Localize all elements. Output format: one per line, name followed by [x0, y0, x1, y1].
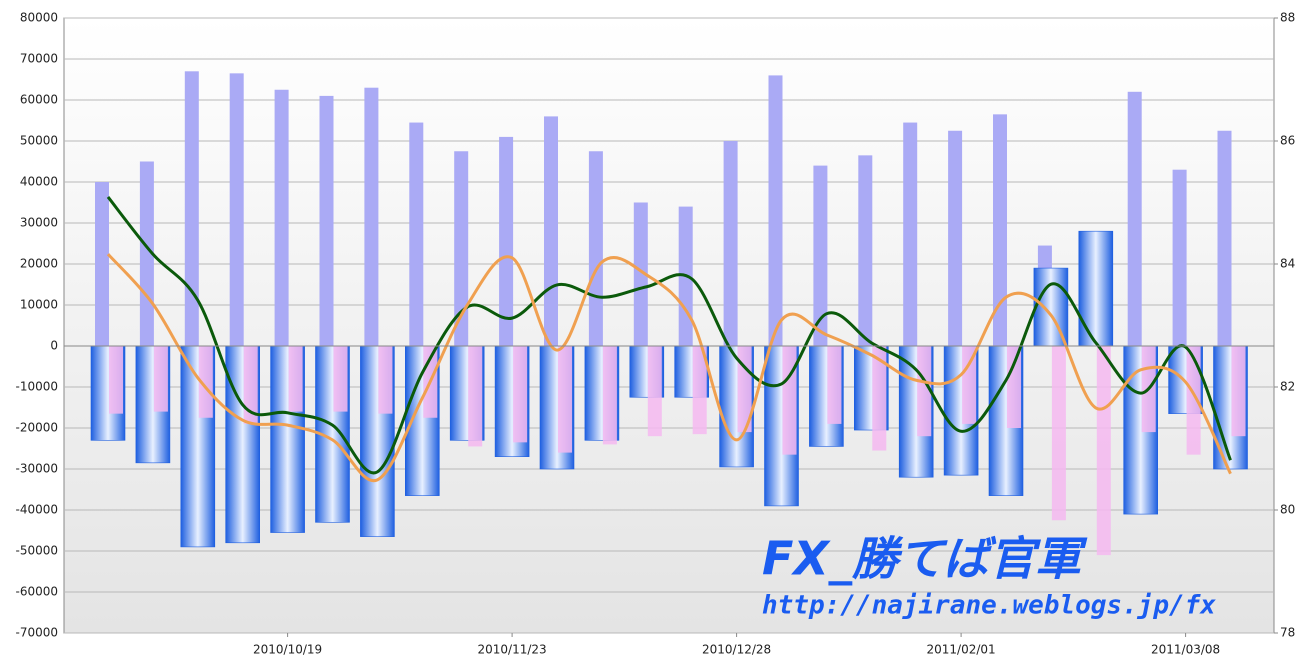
bar — [558, 346, 572, 453]
bar — [513, 346, 528, 443]
bar — [1096, 346, 1111, 556]
watermark-url: http://najirane.weblogs.jp/fx — [762, 591, 1216, 621]
y2-tick-label: 80 — [1280, 503, 1295, 517]
y-tick-label: 80000 — [20, 11, 58, 25]
x-tick-label: 2010/10/19 — [253, 643, 322, 657]
y-tick-label: 10000 — [20, 298, 58, 312]
bar — [948, 130, 963, 346]
x-tick-label: 2010/12/28 — [702, 643, 771, 657]
bar — [378, 346, 393, 414]
bar — [544, 116, 558, 347]
y-tick-label: 50000 — [20, 134, 58, 148]
y-tick-label: -40000 — [15, 503, 58, 517]
bar — [1217, 130, 1232, 346]
line-series — [106, 253, 1232, 483]
bar — [692, 346, 707, 435]
bar — [184, 71, 199, 347]
bar — [409, 122, 424, 346]
bar — [95, 182, 109, 346]
bar — [602, 346, 617, 445]
y-tick-label: 40000 — [20, 175, 58, 189]
y-tick-label: -30000 — [15, 462, 58, 476]
bar — [1231, 346, 1246, 437]
bar — [288, 346, 303, 412]
bar — [198, 346, 213, 418]
x-tick-label: 2011/02/01 — [927, 643, 996, 657]
y-tick-label: -70000 — [15, 626, 58, 640]
y2-tick-label: 86 — [1280, 134, 1295, 148]
bar — [993, 114, 1007, 346]
bar — [153, 346, 168, 412]
bar — [647, 346, 662, 437]
y-tick-label: 30000 — [20, 216, 58, 230]
y-tick-label: 0 — [50, 339, 58, 353]
bar — [1172, 169, 1187, 346]
bar — [1186, 346, 1201, 455]
bar — [468, 346, 483, 447]
line-series — [106, 196, 1232, 475]
watermark-title: FX_勝てば官軍 — [762, 532, 1088, 586]
plot-area — [63, 17, 1275, 634]
bar — [499, 136, 514, 346]
bar — [858, 155, 873, 346]
bar — [723, 141, 738, 346]
x-tick-label: 2011/03/08 — [1151, 643, 1220, 657]
bar — [768, 75, 783, 347]
bar — [274, 89, 289, 346]
bar — [454, 151, 469, 346]
y2-tick-label: 88 — [1280, 11, 1295, 25]
bar — [1078, 230, 1114, 347]
y-tick-label: -50000 — [15, 544, 58, 558]
bar — [588, 151, 603, 346]
bar — [782, 346, 797, 455]
y-tick-label: 20000 — [20, 257, 58, 271]
bar — [319, 95, 334, 347]
bar — [229, 73, 244, 346]
y2-tick-label: 82 — [1280, 380, 1295, 394]
y-tick-label: -60000 — [15, 585, 58, 599]
bar — [813, 165, 828, 346]
y-tick-label: -20000 — [15, 421, 58, 435]
bar — [333, 346, 348, 412]
y-tick-label: 60000 — [20, 93, 58, 107]
y-tick-label: 70000 — [20, 52, 58, 66]
bar — [903, 122, 918, 346]
bar — [872, 346, 887, 451]
x-tick-label: 2010/11/23 — [478, 643, 547, 657]
bar — [364, 87, 379, 346]
bar — [737, 346, 752, 433]
y2-tick-label: 84 — [1280, 257, 1295, 271]
y-tick-label: -10000 — [15, 380, 58, 394]
bar — [827, 346, 842, 424]
bar — [917, 346, 932, 437]
bar — [243, 346, 258, 424]
bar — [633, 202, 648, 346]
bar — [1051, 346, 1066, 521]
y2-tick-label: 78 — [1280, 626, 1295, 640]
bar — [962, 346, 977, 424]
bar — [1127, 91, 1142, 346]
bar — [109, 346, 123, 414]
bar — [1007, 346, 1021, 428]
